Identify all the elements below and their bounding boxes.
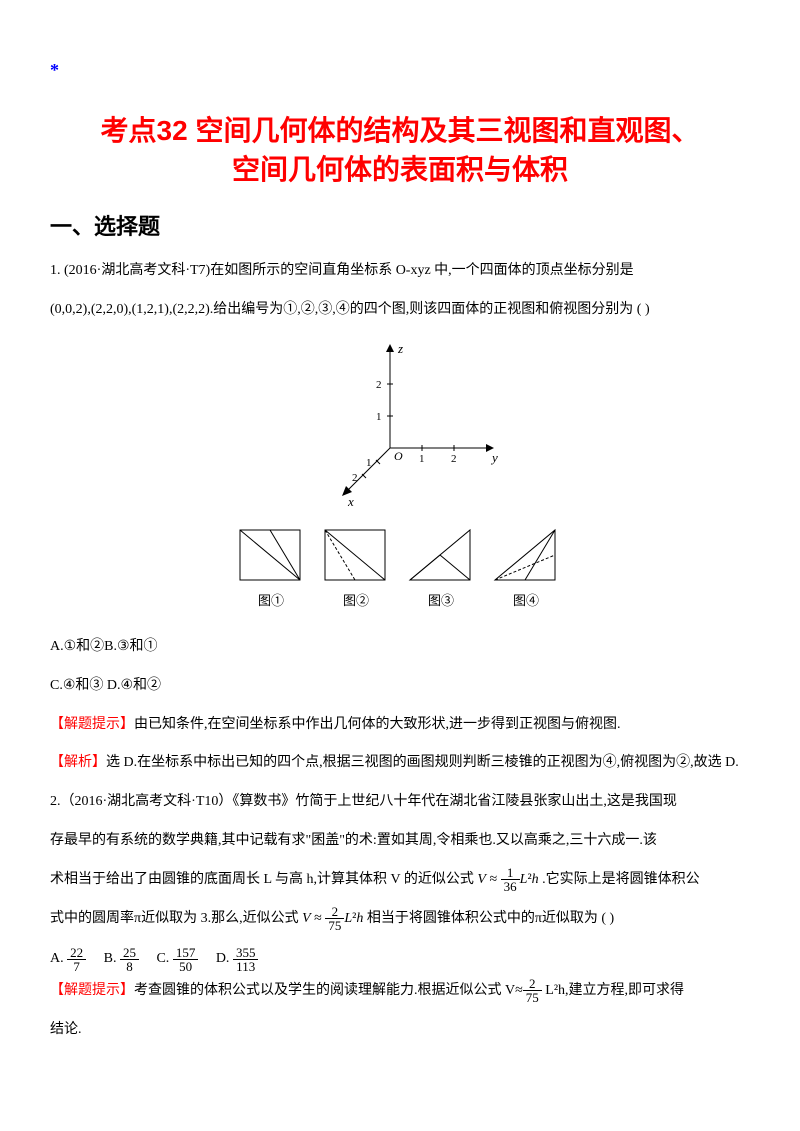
options-figure: 图① 图② 图③ 图④ (50, 525, 750, 620)
q1-option-cd: C.④和③ D.④和② (50, 671, 750, 702)
frac-2-75b: 275 (523, 977, 542, 1004)
title-line2: 空间几何体的表面积与体积 (232, 154, 568, 185)
y-label: y (490, 450, 498, 465)
svg-text:1: 1 (376, 411, 382, 423)
q2-4b: 相当于将圆锥体积公式中的π近似取为 ( ) (367, 911, 614, 926)
o-label: O (394, 449, 403, 463)
z-label: z (397, 341, 403, 356)
main-title: 考点32 空间几何体的结构及其三视图和直观图、 空间几何体的表面积与体积 (50, 111, 750, 189)
sol-text: 选 D.在坐标系中标出已知的四个点,根据三视图的画图规则判断三棱锥的正视图为④,… (106, 755, 739, 770)
q1-hint: 【解题提示】由已知条件,在空间坐标系中作出几何体的大致形状,进一步得到正视图与俯… (50, 710, 750, 741)
q2-3b: .它实际上是将圆锥体积公 (542, 872, 700, 887)
svg-text:2: 2 (451, 453, 457, 465)
v-var: V (477, 872, 486, 887)
section-heading: 一、选择题 (50, 209, 750, 241)
q2-hint: 【解题提示】考查圆锥的体积公式以及学生的阅读理解能力.根据近似公式 V≈275 … (50, 976, 750, 1007)
l2h: L (520, 872, 528, 887)
q1-solution: 【解析】选 D.在坐标系中标出已知的四个点,根据三视图的画图规则判断三棱锥的正视… (50, 748, 750, 779)
q1-text-2: (0,0,2),(2,2,0),(1,2,1),(2,2,2).给出编号为①,②… (50, 295, 750, 326)
title-line1: 考点32 空间几何体的结构及其三视图和直观图、 (101, 115, 700, 146)
q2-text-2: 存最早的有系统的数学典籍,其中记载有求"囷盖"的术:置如其周,令相乘也.又以高乘… (50, 826, 750, 857)
svg-text:图④: 图④ (513, 593, 539, 608)
q2-text-4: 式中的圆周率π近似取为 3.那么,近似公式 V ≈ 275L²h 相当于将圆锥体… (50, 904, 750, 935)
doc-marker: * (50, 60, 750, 81)
svg-text:图②: 图② (343, 593, 369, 608)
hint2-text-a: 考查圆锥的体积公式以及学生的阅读理解能力.根据近似公式 V≈ (134, 983, 523, 998)
q1-option-ab: A.①和②B.③和① (50, 632, 750, 663)
frac-2-75: 275 (325, 905, 344, 932)
svg-text:2: 2 (376, 379, 382, 391)
q2-4a: 式中的圆周率π近似取为 3.那么,近似公式 (50, 911, 299, 926)
q2-text-3: 术相当于给出了由圆锥的底面周长 L 与高 h,计算其体积 V 的近似公式 V ≈… (50, 865, 750, 896)
hint2-label: 【解题提示】 (50, 983, 134, 998)
frac-1-36: 136 (501, 866, 520, 893)
q2-3a: 术相当于给出了由圆锥的底面周长 L 与高 h,计算其体积 V 的近似公式 (50, 872, 474, 887)
q2-text-1: 2.（2016·湖北高考文科·T10）《算数书》竹简于上世纪八十年代在湖北省江陵… (50, 787, 750, 818)
q1-text-1: 1. (2016·湖北高考文科·T7)在如图所示的空间直角坐标系 O-xyz 中… (50, 256, 750, 287)
svg-text:2: 2 (352, 472, 358, 484)
hint-text: 由已知条件,在空间坐标系中作出几何体的大致形状,进一步得到正视图与俯视图. (134, 717, 621, 732)
svg-text:图③: 图③ (428, 593, 454, 608)
svg-text:1: 1 (419, 453, 425, 465)
x-label: x (347, 494, 354, 508)
q2-hint-cont: 结论. (50, 1015, 750, 1046)
hint2-text-b: L²h,建立方程,即可求得 (545, 983, 684, 998)
q2-choices: A. 227 B. 258 C. 15750 D. 355113 (50, 942, 750, 976)
svg-text:1: 1 (366, 457, 372, 469)
coord-figure: z y x O 1 2 1 2 1 2 (50, 338, 750, 513)
svg-text:图①: 图① (258, 593, 284, 608)
sol-label: 【解析】 (50, 755, 106, 770)
hint-label: 【解题提示】 (50, 717, 134, 732)
